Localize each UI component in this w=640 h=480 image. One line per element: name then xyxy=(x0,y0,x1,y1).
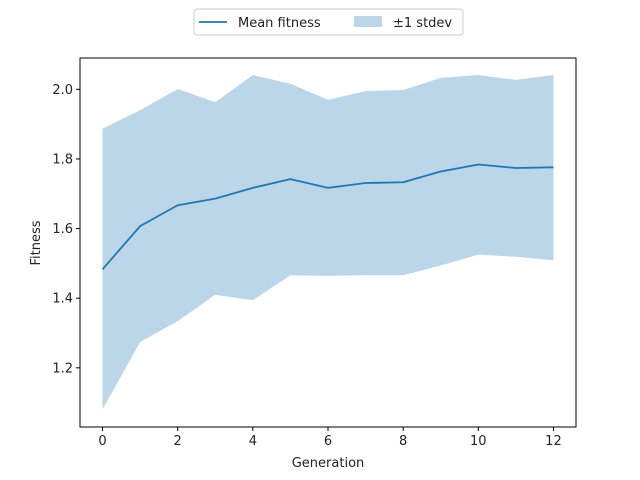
axes: 0 2 4 6 8 10 12 1.2 1.4 1.6 1.8 2.0 xyxy=(52,83,561,449)
x-axis-label: Generation xyxy=(292,456,365,471)
x-tick-label: 8 xyxy=(399,434,407,449)
x-tick-label: 6 xyxy=(324,434,332,449)
x-tick-label: 0 xyxy=(98,434,106,449)
y-tick-label: 2.0 xyxy=(52,83,73,98)
legend-swatch-stdev xyxy=(354,16,382,27)
legend: Mean fitness ±1 stdev xyxy=(193,8,464,36)
y-tick-label: 1.4 xyxy=(52,292,73,307)
legend-label-mean-fitness: Mean fitness xyxy=(238,16,321,31)
x-tick-label: 2 xyxy=(174,434,182,449)
plot-area xyxy=(101,75,554,410)
x-tick-label: 10 xyxy=(470,434,487,449)
x-tick-label: 12 xyxy=(545,434,562,449)
y-axis-label: Fitness xyxy=(29,220,44,265)
y-tick-label: 1.8 xyxy=(52,152,73,167)
x-tick-label: 4 xyxy=(249,434,257,449)
y-tick-label: 1.2 xyxy=(52,361,73,376)
legend-box xyxy=(193,8,464,36)
mean-fitness-line xyxy=(101,163,554,270)
stdev-band-area xyxy=(102,75,554,410)
legend-label-stdev: ±1 stdev xyxy=(393,16,452,31)
y-tick-label: 1.6 xyxy=(52,222,73,237)
